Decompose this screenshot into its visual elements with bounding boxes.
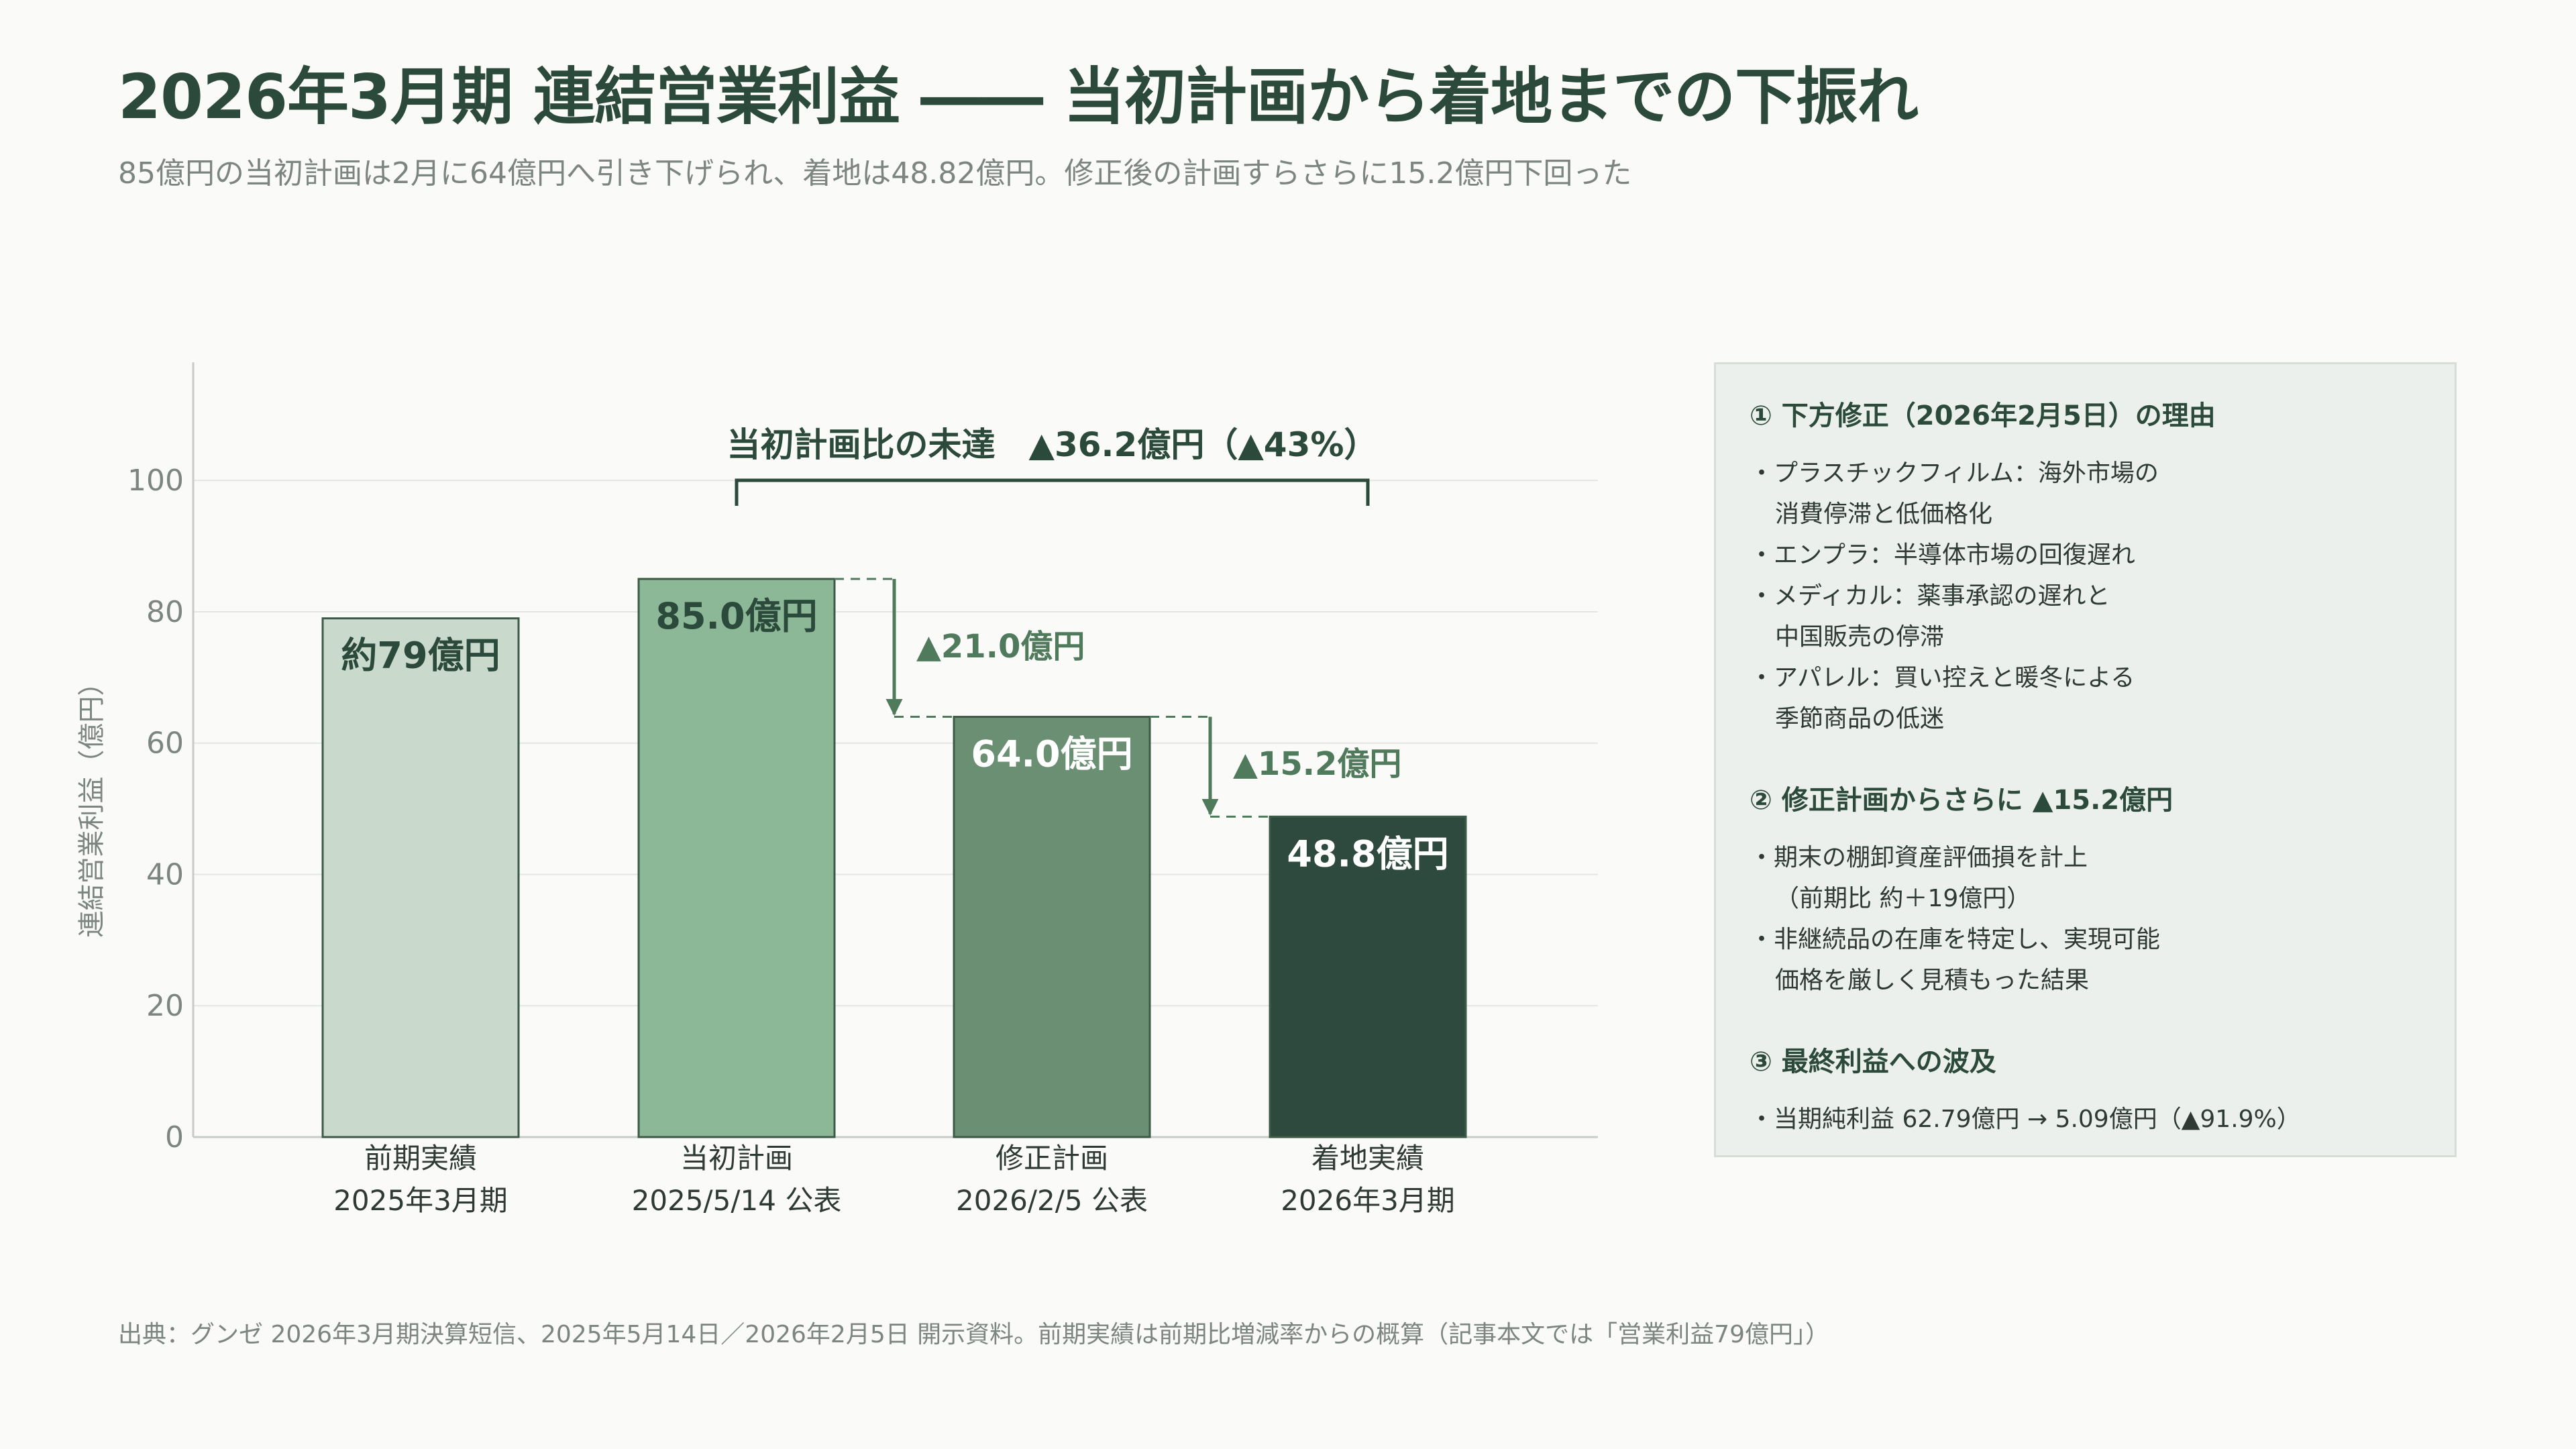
- page-subtitle: 85億円の当初計画は2月に64億円へ引き下げられ、着地は48.82億円。修正後の…: [118, 156, 1632, 191]
- x-tick-label: 当初計画: [680, 1142, 793, 1175]
- bar-value-label: 約79億円: [341, 635, 500, 677]
- panel-section: ③ 最終利益への波及・当期純利益 62.79億円 → 5.09億円（▲91.9%…: [1750, 1040, 2428, 1140]
- panel-list-item: ・期末の棚卸資産評価損を計上 （前期比 約＋19億円）: [1750, 837, 2428, 919]
- source-note: 出典：グンゼ 2026年3月期決算短信、2025年5月14日／2026年2月5日…: [118, 1321, 1829, 1348]
- panel-list-item: ・メディカル：薬事承認の遅れと中国販売の停滞: [1750, 576, 2428, 657]
- panel-item-continuation: 価格を厳しく見積もった結果: [1775, 967, 2090, 994]
- panel-list-item: ・エンプラ：半導体市場の回復遅れ: [1750, 535, 2428, 576]
- panel-item-line: ・メディカル：薬事承認の遅れと: [1750, 582, 2110, 610]
- x-tick-sublabel: 2026/2/5 公表: [956, 1184, 1148, 1217]
- y-tick-label: 0: [165, 1120, 184, 1155]
- y-tick-label: 40: [146, 857, 184, 892]
- x-tick-label: 修正計画: [996, 1142, 1108, 1175]
- drop-label: ▲21.0億円: [916, 628, 1085, 665]
- panel-item-continuation: （前期比 約＋19億円）: [1775, 885, 2031, 912]
- panel-item-line: ・非継続品の在庫を特定し、実現可能: [1750, 926, 2161, 953]
- x-tick-sublabel: 2025年3月期: [333, 1184, 508, 1217]
- bar: [637, 578, 836, 1138]
- y-tick-label: 20: [146, 989, 184, 1023]
- drop-label: ▲15.2億円: [1233, 745, 1401, 783]
- x-tick-sublabel: 2025/5/14 公表: [632, 1184, 842, 1217]
- panel-section: ① 下方修正（2026年2月5日）の理由・プラスチックフィルム：海外市場の消費停…: [1750, 394, 2428, 739]
- panel-item-continuation: 季節商品の低迷: [1775, 705, 1945, 733]
- panel-item-line: ・エンプラ：半導体市場の回復遅れ: [1750, 541, 2135, 569]
- bar: [1269, 815, 1467, 1138]
- x-tick-label: 着地実績: [1311, 1142, 1424, 1175]
- panel-item-line: ・当期純利益 62.79億円 → 5.09億円（▲91.9%）: [1750, 1106, 2301, 1133]
- bar: [953, 716, 1151, 1138]
- panel-section-title: ② 修正計画からさらに ▲15.2億円: [1750, 785, 2174, 816]
- panel-item-continuation: 消費停滞と低価格化: [1775, 500, 1993, 528]
- y-axis-label: 連結営業利益（億円）: [76, 669, 107, 938]
- bracket-label: 当初計画比の未達 ▲36.2億円（▲43%）: [727, 425, 1378, 464]
- y-tick-label: 80: [146, 595, 184, 629]
- bracket: [735, 478, 1370, 506]
- x-tick-label: 前期実績: [364, 1142, 477, 1175]
- panel-section-title: ③ 最終利益への波及: [1750, 1046, 1996, 1077]
- panel-list-item: ・非継続品の在庫を特定し、実現可能価格を厳しく見積もった結果: [1750, 919, 2428, 1001]
- panel-list-item: ・アパレル：買い控えと暖冬による季節商品の低迷: [1750, 657, 2428, 739]
- bar-value-label: 48.8億円: [1287, 833, 1448, 875]
- bar-value-label: 64.0億円: [971, 733, 1132, 775]
- panel-item-continuation: 中国販売の停滞: [1775, 623, 1945, 651]
- panel-item-line: ・アパレル：買い控えと暖冬による: [1750, 664, 2135, 692]
- y-tick-label: 60: [146, 727, 184, 761]
- y-tick-label: 100: [127, 464, 184, 498]
- bar-value-label: 85.0億円: [655, 595, 817, 637]
- panel-list-item: ・当期純利益 62.79億円 → 5.09億円（▲91.9%）: [1750, 1099, 2428, 1140]
- x-tick-sublabel: 2026年3月期: [1281, 1184, 1455, 1217]
- panel-section-title: ① 下方修正（2026年2月5日）の理由: [1750, 400, 2216, 431]
- page-title: 2026年3月期 連結営業利益 ―― 当初計画から着地までの下振れ: [118, 61, 1919, 133]
- bar: [321, 617, 520, 1138]
- panel-list-item: ・プラスチックフィルム：海外市場の消費停滞と低価格化: [1750, 453, 2428, 535]
- panel-item-line: ・プラスチックフィルム：海外市場の: [1750, 460, 2159, 487]
- panel-item-line: ・期末の棚卸資産評価損を計上: [1750, 844, 2088, 871]
- panel-section: ② 修正計画からさらに ▲15.2億円・期末の棚卸資産評価損を計上 （前期比 約＋…: [1750, 778, 2428, 1001]
- side-panel: ① 下方修正（2026年2月5日）の理由・プラスチックフィルム：海外市場の消費停…: [1714, 362, 2457, 1157]
